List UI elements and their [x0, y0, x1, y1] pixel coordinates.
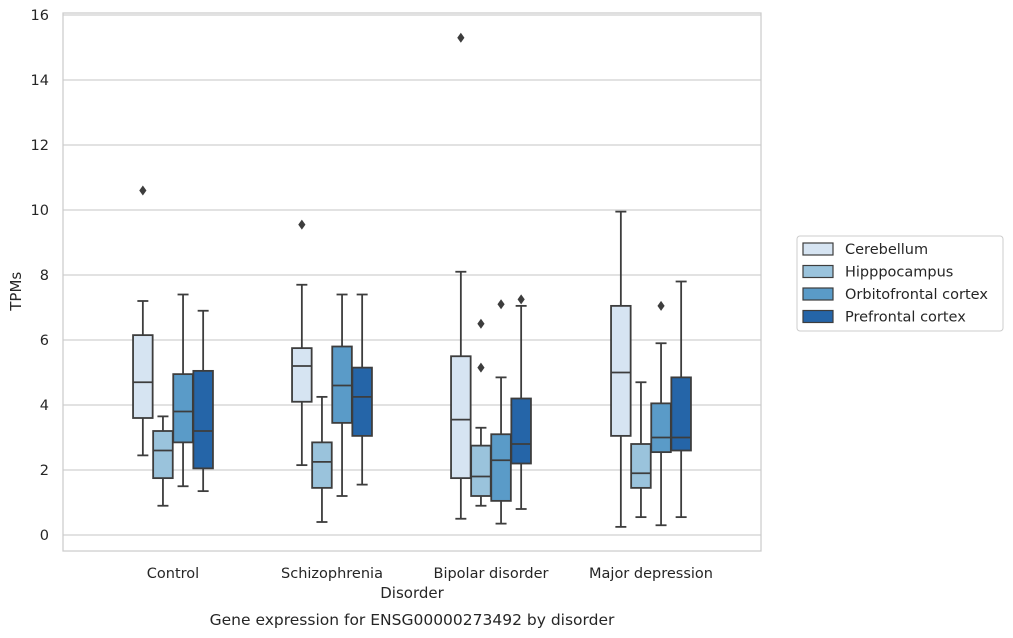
box-iqr [132, 334, 154, 419]
box-prefrontal-cortex [351, 293, 373, 486]
box-prefrontal-cortex [510, 294, 532, 510]
box-orbitofrontal-cortex [331, 293, 353, 497]
x-tick-label: Bipolar disorder [434, 566, 549, 582]
legend-label: Hipppocampus [845, 265, 953, 281]
x-axis-label: Disorder [380, 584, 444, 602]
legend-item: Hipppocampus [802, 264, 953, 281]
box-hipppocampus [311, 395, 333, 523]
plot-area-frame [62, 12, 762, 552]
box-hipppocampus [470, 318, 492, 507]
box-prefrontal-cortex [192, 309, 214, 493]
y-axis-label: TPMs [7, 272, 25, 312]
legend-item: Cerebellum [802, 242, 928, 258]
y-tick-label: 8 [40, 268, 49, 284]
x-tick-label: Schizophrenia [281, 566, 383, 582]
x-tick-label: Control [147, 566, 199, 582]
y-tick-label: 0 [40, 528, 49, 544]
legend-items: Cerebellum Hipppocampus Orbitofrontal cort… [802, 242, 988, 326]
legend-item: Prefrontal cortex [802, 309, 966, 326]
box-prefrontal-cortex [670, 280, 692, 519]
legend: Cerebellum Hipppocampus Orbitofrontal cort… [796, 235, 1004, 332]
box-iqr [152, 430, 174, 480]
box-iqr [490, 433, 512, 502]
box-hipppocampus [152, 415, 174, 507]
box-iqr [630, 443, 652, 489]
box-orbitofrontal-cortex [650, 300, 672, 527]
outlier-point [298, 219, 306, 230]
y-tick-label: 16 [31, 8, 49, 24]
x-tick-labels: Control Schizophrenia Bipolar disorder Majo… [147, 566, 713, 582]
box-cerebellum [132, 185, 154, 457]
outlier-point [477, 362, 485, 373]
outlier-point [457, 32, 465, 43]
box-iqr [670, 376, 692, 452]
box-orbitofrontal-cortex [172, 293, 194, 488]
box-iqr [610, 304, 632, 437]
legend-swatch [802, 264, 834, 279]
box-cerebellum [450, 32, 472, 520]
box-iqr [192, 369, 214, 470]
box-hipppocampus [630, 381, 652, 519]
box-cerebellum [291, 219, 313, 467]
legend-label: Prefrontal cortex [845, 310, 966, 326]
boxes-layer [132, 32, 692, 528]
y-tick-labels: 0 2 4 6 8 10 12 14 16 [31, 8, 49, 544]
box-cerebellum [610, 210, 632, 528]
box-iqr [311, 441, 333, 489]
box-iqr [291, 347, 313, 403]
legend-swatch [802, 309, 834, 324]
box-iqr [650, 402, 672, 454]
y-tick-label: 14 [31, 73, 49, 89]
y-tick-label: 4 [40, 398, 49, 414]
y-tick-label: 6 [40, 333, 49, 349]
box-iqr [470, 444, 492, 497]
y-tick-label: 12 [31, 138, 49, 154]
y-tick-label: 10 [31, 203, 49, 219]
x-tick-label: Major depression [589, 566, 713, 582]
legend-item: Orbitofrontal cortex [802, 287, 988, 303]
outlier-point [497, 299, 505, 310]
outlier-point [139, 185, 147, 196]
y-tick-label: 2 [40, 463, 49, 479]
box-iqr [510, 397, 532, 465]
legend-label: Orbitofrontal cortex [845, 287, 988, 303]
box-orbitofrontal-cortex [490, 299, 512, 525]
outlier-point [477, 318, 485, 329]
outlier-point [657, 300, 665, 311]
box-iqr [450, 355, 472, 480]
chart-title: Gene expression for ENSG00000273492 by d… [210, 611, 615, 629]
legend-swatch [802, 242, 834, 256]
legend-label: Cerebellum [845, 242, 928, 258]
box-iqr [172, 373, 194, 444]
box-iqr [351, 366, 373, 437]
legend-frame [796, 235, 1004, 332]
legend-swatch [802, 287, 834, 301]
outlier-point [517, 294, 525, 305]
